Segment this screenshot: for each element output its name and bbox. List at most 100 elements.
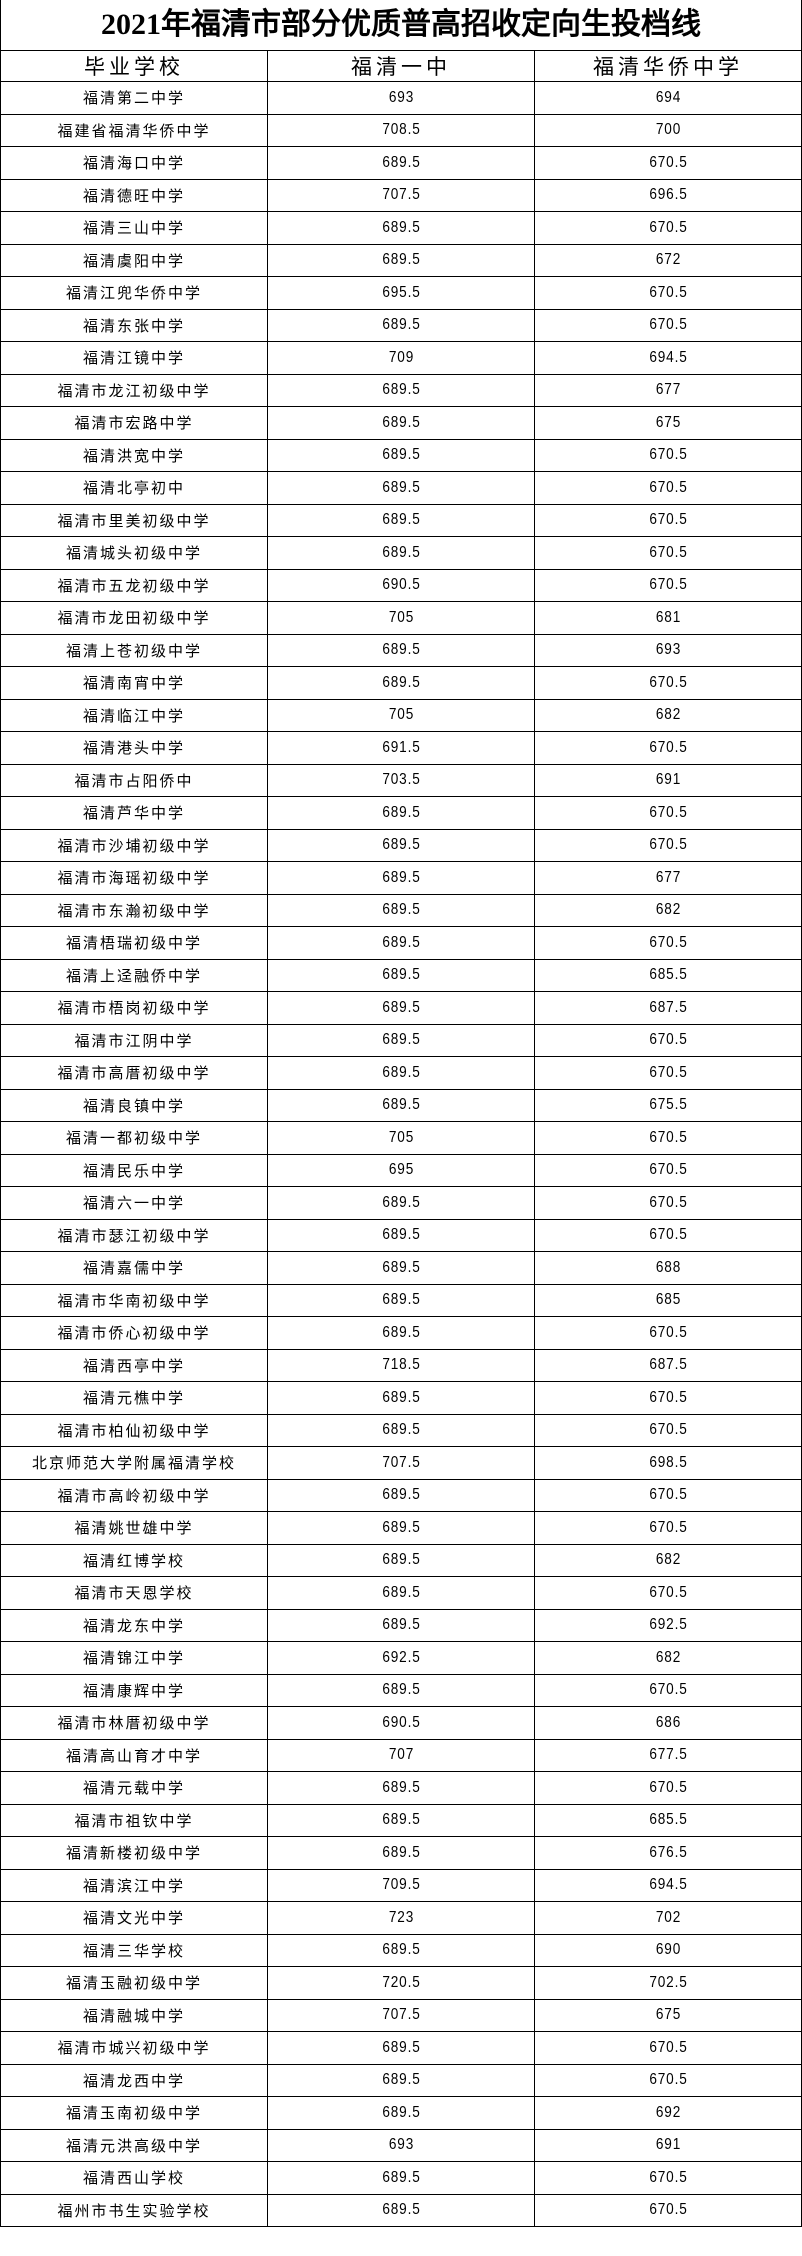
score-no1-cell: 689.5 [287,211,515,245]
school-name-cell: 福清市梧岗初级中学 [0,991,268,1025]
score-no1-cell: 689.5 [287,861,515,895]
school-name-cell: 福清元载中学 [0,1771,268,1805]
table-row: 福清三山中学 689.5 670.5 [0,211,802,245]
school-name-cell: 福清市城兴初级中学 [0,2031,268,2065]
score-huaqiao-cell: 687.5 [554,991,782,1025]
school-name-cell: 福清三山中学 [0,211,268,245]
school-name-cell: 福清西亭中学 [0,1348,268,1382]
table-row: 福清一都初级中学 705 670.5 [0,1121,802,1155]
score-no1-cell: 693 [287,2128,515,2162]
score-huaqiao-cell: 670.5 [554,2193,782,2227]
school-name-cell: 福清玉融初级中学 [0,1966,268,2000]
score-huaqiao-cell: 670.5 [554,1413,782,1447]
score-no1-cell: 689.5 [287,471,515,505]
school-name-cell: 福清民乐中学 [0,1153,268,1187]
header-row: 毕业学校 福清一中 福清华侨中学 [0,50,802,82]
school-name-cell: 福清南宵中学 [0,666,268,700]
school-name-cell: 福建省福清华侨中学 [0,113,268,147]
school-name-cell: 福清龙西中学 [0,2063,268,2097]
score-huaqiao-cell: 685.5 [554,1803,782,1837]
table-row: 福清南宵中学 689.5 670.5 [0,666,802,700]
school-name-cell: 福清市宏路中学 [0,406,268,440]
school-name-cell: 福清虞阳中学 [0,243,268,277]
score-no1-cell: 689.5 [287,2161,515,2195]
table-row: 福清港头中学 691.5 670.5 [0,731,802,765]
school-name-cell: 福清城头初级中学 [0,536,268,570]
table-row: 福清市龙田初级中学 705 681 [0,601,802,635]
school-name-cell: 福清元樵中学 [0,1381,268,1415]
school-name-cell: 福州市书生实验学校 [0,2193,268,2227]
score-no1-cell: 718.5 [287,1348,515,1382]
school-name-cell: 福清梧瑞初级中学 [0,926,268,960]
score-no1-cell: 695.5 [287,276,515,310]
score-huaqiao-cell: 670.5 [554,1576,782,1610]
school-name-cell: 福清三华学校 [0,1933,268,1967]
school-name-cell: 福清市江阴中学 [0,1023,268,1057]
table-row: 福清梧瑞初级中学 689.5 670.5 [0,926,802,960]
score-huaqiao-cell: 698.5 [554,1446,782,1480]
table-row: 福清临江中学 705 682 [0,698,802,732]
score-huaqiao-cell: 670.5 [554,536,782,570]
score-huaqiao-cell: 670.5 [554,471,782,505]
score-huaqiao-cell: 687.5 [554,1348,782,1382]
score-huaqiao-cell: 670.5 [554,1186,782,1220]
score-huaqiao-cell: 670.5 [554,1673,782,1707]
score-no1-cell: 705 [287,1121,515,1155]
table-row: 福清西山学校 689.5 670.5 [0,2161,802,2195]
table-row: 福清康辉中学 689.5 670.5 [0,1673,802,1707]
score-no1-cell: 707 [287,1738,515,1772]
school-name-cell: 福清滨江中学 [0,1868,268,1902]
score-huaqiao-cell: 676.5 [554,1836,782,1870]
score-no1-cell: 689.5 [287,1608,515,1642]
school-name-cell: 福清第二中学 [0,81,268,115]
score-no1-cell: 689.5 [287,2031,515,2065]
table-row: 福清市里美初级中学 689.5 670.5 [0,503,802,537]
score-huaqiao-cell: 670.5 [554,503,782,537]
score-no1-cell: 689.5 [287,1218,515,1252]
table-row: 福清市梧岗初级中学 689.5 687.5 [0,991,802,1025]
score-no1-cell: 707.5 [287,178,515,212]
table-row: 福清市天恩学校 689.5 670.5 [0,1576,802,1610]
school-name-cell: 福清龙东中学 [0,1608,268,1642]
school-name-cell: 福清上苍初级中学 [0,633,268,667]
score-huaqiao-cell: 694.5 [554,341,782,375]
school-name-cell: 福清市沙埔初级中学 [0,828,268,862]
table-row: 福清元洪高级中学 693 691 [0,2128,802,2162]
table-row: 福清红博学校 689.5 682 [0,1543,802,1577]
table-row: 福清融城中学 707.5 675 [0,1998,802,2032]
table-row: 福清姚世雄中学 689.5 670.5 [0,1511,802,1545]
school-name-cell: 福清市柏仙初级中学 [0,1413,268,1447]
table-row: 北京师范大学附属福清学校 707.5 698.5 [0,1446,802,1480]
score-no1-cell: 690.5 [287,568,515,602]
school-name-cell: 福清康辉中学 [0,1673,268,1707]
table-row: 福清市城兴初级中学 689.5 670.5 [0,2031,802,2065]
table-row: 福清市华南初级中学 689.5 685 [0,1283,802,1317]
school-name-cell: 福清市五龙初级中学 [0,568,268,602]
score-huaqiao-cell: 670.5 [554,1478,782,1512]
score-huaqiao-cell: 685.5 [554,958,782,992]
school-name-cell: 福清姚世雄中学 [0,1511,268,1545]
score-no1-cell: 689.5 [287,1023,515,1057]
score-huaqiao-cell: 670.5 [554,796,782,830]
score-huaqiao-cell: 688 [554,1251,782,1285]
score-huaqiao-cell: 670.5 [554,1511,782,1545]
school-name-cell: 福清港头中学 [0,731,268,765]
school-name-cell: 福清融城中学 [0,1998,268,2032]
score-no1-cell: 689.5 [287,373,515,407]
score-no1-cell: 695 [287,1153,515,1187]
table-row: 福清城头初级中学 689.5 670.5 [0,536,802,570]
school-name-cell: 福清嘉儒中学 [0,1251,268,1285]
admission-score-table: 毕业学校 福清一中 福清华侨中学 福清第二中学 693 694 福建省福清华侨中学 70… [0,50,802,2227]
table-row: 福清民乐中学 695 670.5 [0,1153,802,1187]
score-no1-cell: 689.5 [287,1478,515,1512]
score-no1-cell: 689.5 [287,666,515,700]
table-row: 福清锦江中学 692.5 682 [0,1641,802,1675]
table-row: 福清文光中学 723 702 [0,1901,802,1935]
score-no1-cell: 689.5 [287,308,515,342]
school-name-cell: 福清市祖钦中学 [0,1803,268,1837]
school-name-cell: 福清上迳融侨中学 [0,958,268,992]
score-no1-cell: 692.5 [287,1641,515,1675]
table-row: 福清市东瀚初级中学 689.5 682 [0,893,802,927]
table-row: 福清市宏路中学 689.5 675 [0,406,802,440]
school-name-cell: 福清六一中学 [0,1186,268,1220]
